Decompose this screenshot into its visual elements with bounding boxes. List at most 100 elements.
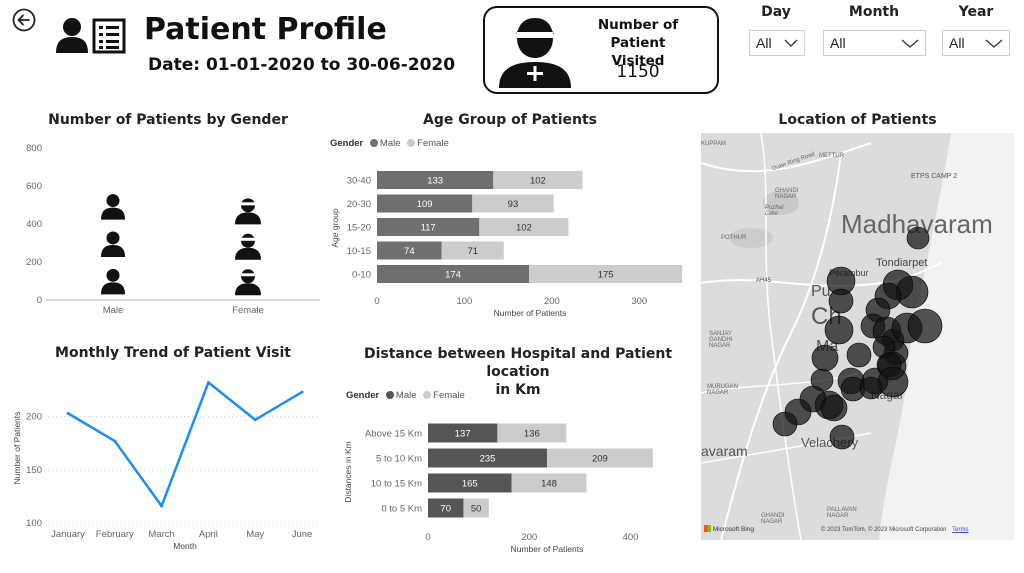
kpi-label: Number of Patient xyxy=(597,17,679,51)
kpi-value: 1150 xyxy=(616,62,660,82)
male-bar xyxy=(377,265,530,283)
location-map[interactable]: Madhavaram Tondiarpet ETPS CAMP 2 Peramb… xyxy=(701,133,1014,540)
map-bubble xyxy=(846,342,872,368)
data-label: 148 xyxy=(541,479,557,490)
document-icon xyxy=(92,18,126,59)
trend-point xyxy=(253,418,257,422)
y-axis-title: Number of Patients xyxy=(12,412,22,485)
map-bubble xyxy=(811,344,839,372)
female-bar xyxy=(529,265,683,283)
male-bar xyxy=(428,498,464,518)
date-range: Date: 01-01-2020 to 30-06-2020 xyxy=(148,55,456,75)
male-person-icon xyxy=(101,268,125,295)
female-person-icon xyxy=(235,233,261,260)
x-tick-label: 100 xyxy=(456,296,472,307)
back-arrow-icon xyxy=(12,8,36,32)
distance-chart-legend: Gender Male Female xyxy=(346,390,465,401)
map-label: PALLAVAN NAGAR xyxy=(827,507,857,519)
age-chart-title: Age Group of Patients xyxy=(423,112,597,128)
y-tick-label: 5 to 10 Km xyxy=(376,454,422,465)
female-person-icon xyxy=(235,269,261,296)
map-bing-label: Microsoft Bing xyxy=(712,526,754,533)
x-tick-label: Female xyxy=(232,305,264,316)
data-label: 93 xyxy=(508,199,519,210)
female-bar xyxy=(479,218,569,236)
x-tick-label: January xyxy=(51,529,85,540)
map-label: SANJAY GANDHI NAGAR xyxy=(709,331,733,349)
age-chart: 0 100 200 300 Number of Patients Age group 30-… xyxy=(330,171,683,318)
trend-point xyxy=(300,390,304,394)
x-axis-title: Number of Patients xyxy=(511,544,584,554)
data-label: 136 xyxy=(524,429,540,440)
map-copyright-text: © 2023 TomTom, © 2023 Microsoft Corporat… xyxy=(821,527,947,533)
month-filter-dropdown[interactable]: All xyxy=(823,30,926,56)
gender-chart-title: Number of Patients by Gender xyxy=(48,112,288,128)
x-tick-label: Male xyxy=(103,305,124,316)
map-bubbles xyxy=(772,226,943,450)
map-bubble xyxy=(877,366,909,398)
x-axis-title: Month xyxy=(173,541,197,551)
x-tick-label: 400 xyxy=(623,532,639,543)
y-tick-label: 10 to 15 Km xyxy=(371,479,422,490)
data-label: 71 xyxy=(467,246,478,257)
map-bubble xyxy=(828,288,854,314)
female-person-icon xyxy=(235,198,261,225)
age-legend-female: Female xyxy=(417,138,449,149)
map-bubble xyxy=(772,411,798,437)
y-axis-title: Distances in Km xyxy=(343,441,353,502)
y-tick-label: 10-15 xyxy=(347,246,371,257)
day-filter-dropdown[interactable]: All xyxy=(749,30,805,56)
distance-chart-title: Distance between Hospital and Patient lo… xyxy=(340,345,696,399)
kpi-card: Number of Patient Visited 1150 xyxy=(483,6,719,94)
map-bubble xyxy=(829,424,855,450)
x-tick-label: 0 xyxy=(374,296,379,307)
trend-point xyxy=(113,439,117,443)
distance-chart-title-line2: in Km xyxy=(495,382,541,398)
female-bar xyxy=(511,473,587,493)
male-bar xyxy=(428,473,512,493)
x-tick-label: 200 xyxy=(544,296,560,307)
y-tick-label: 200 xyxy=(26,412,42,423)
dist-legend-title: Gender xyxy=(346,390,380,401)
data-label: 109 xyxy=(417,199,433,210)
female-bar xyxy=(547,448,653,468)
month-filter-label: Month xyxy=(848,4,900,20)
data-label: 74 xyxy=(404,246,415,257)
y-tick-label: 100 xyxy=(26,518,42,529)
map-terms-link[interactable]: Terms xyxy=(952,527,969,533)
year-filter-dropdown[interactable]: All xyxy=(942,30,1010,56)
x-tick-label: February xyxy=(96,529,134,540)
map-label: METTUR xyxy=(819,153,844,159)
x-tick-label: April xyxy=(199,529,218,540)
x-tick-label: June xyxy=(292,529,313,540)
y-tick-label: 0 to 5 Km xyxy=(381,504,422,515)
y-tick-label: 400 xyxy=(26,219,42,230)
map-label: avaram xyxy=(701,443,748,459)
chevron-down-icon xyxy=(901,39,919,48)
chevron-down-icon xyxy=(784,39,798,47)
data-label: 133 xyxy=(427,176,443,187)
y-tick-label: 200 xyxy=(26,257,42,268)
x-tick-label: 300 xyxy=(631,296,647,307)
doctor-icon xyxy=(499,18,571,88)
trend-point xyxy=(66,411,70,415)
female-bar xyxy=(441,241,504,260)
male-bar xyxy=(428,448,547,468)
location-map-title: Location of Patients xyxy=(778,112,937,128)
data-label: 102 xyxy=(516,223,532,234)
map-label: AH45 xyxy=(756,278,772,284)
male-bar xyxy=(377,241,442,260)
trend-point xyxy=(160,504,164,508)
y-tick-label: 600 xyxy=(26,181,42,192)
back-button[interactable] xyxy=(12,8,36,32)
data-label: 70 xyxy=(440,504,451,515)
data-label: 165 xyxy=(462,479,478,490)
y-axis-title: Age group xyxy=(330,208,340,247)
x-tick-label: 0 xyxy=(425,532,430,543)
x-tick-label: March xyxy=(148,529,174,540)
distance-chart: 0 200 400 Number of Patients Distances in Km… xyxy=(343,423,653,554)
y-tick-label: 0-10 xyxy=(352,270,371,281)
map-bubble xyxy=(820,394,848,422)
data-label: 50 xyxy=(471,504,482,515)
male-bar xyxy=(377,171,494,189)
